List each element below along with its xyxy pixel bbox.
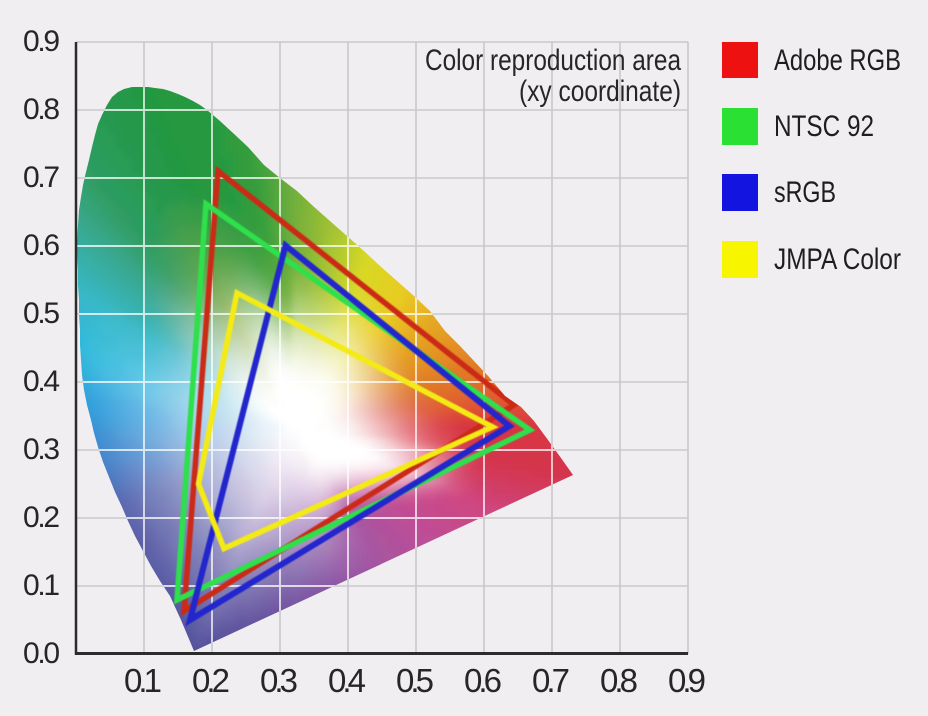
svg-text:0.7: 0.7 xyxy=(532,662,570,699)
svg-text:Color reproduction area: Color reproduction area xyxy=(425,44,681,77)
svg-text:0.6: 0.6 xyxy=(23,229,60,262)
svg-text:(xy coordinate): (xy coordinate) xyxy=(519,75,681,108)
svg-text:0.9: 0.9 xyxy=(668,662,706,699)
svg-text:0.3: 0.3 xyxy=(23,433,60,466)
svg-text:sRGB: sRGB xyxy=(774,176,836,209)
svg-text:0.0: 0.0 xyxy=(23,637,60,670)
svg-text:0.1: 0.1 xyxy=(23,569,60,602)
svg-text:0.3: 0.3 xyxy=(260,662,298,699)
svg-text:0.5: 0.5 xyxy=(23,297,60,330)
svg-text:Adobe RGB: Adobe RGB xyxy=(774,44,901,77)
svg-text:0.9: 0.9 xyxy=(23,25,60,58)
svg-text:0.1: 0.1 xyxy=(124,662,162,699)
svg-text:NTSC 92: NTSC 92 xyxy=(774,110,874,143)
svg-text:0.7: 0.7 xyxy=(23,161,60,194)
svg-text:JMPA Color: JMPA Color xyxy=(774,243,901,276)
svg-text:0.5: 0.5 xyxy=(396,662,434,699)
svg-text:0.8: 0.8 xyxy=(23,93,60,126)
svg-text:0.4: 0.4 xyxy=(328,662,366,699)
svg-text:0.2: 0.2 xyxy=(23,501,60,534)
svg-text:0.2: 0.2 xyxy=(192,662,230,699)
svg-text:0.6: 0.6 xyxy=(464,662,502,699)
svg-text:0.8: 0.8 xyxy=(600,662,638,699)
svg-text:0.4: 0.4 xyxy=(23,365,60,398)
